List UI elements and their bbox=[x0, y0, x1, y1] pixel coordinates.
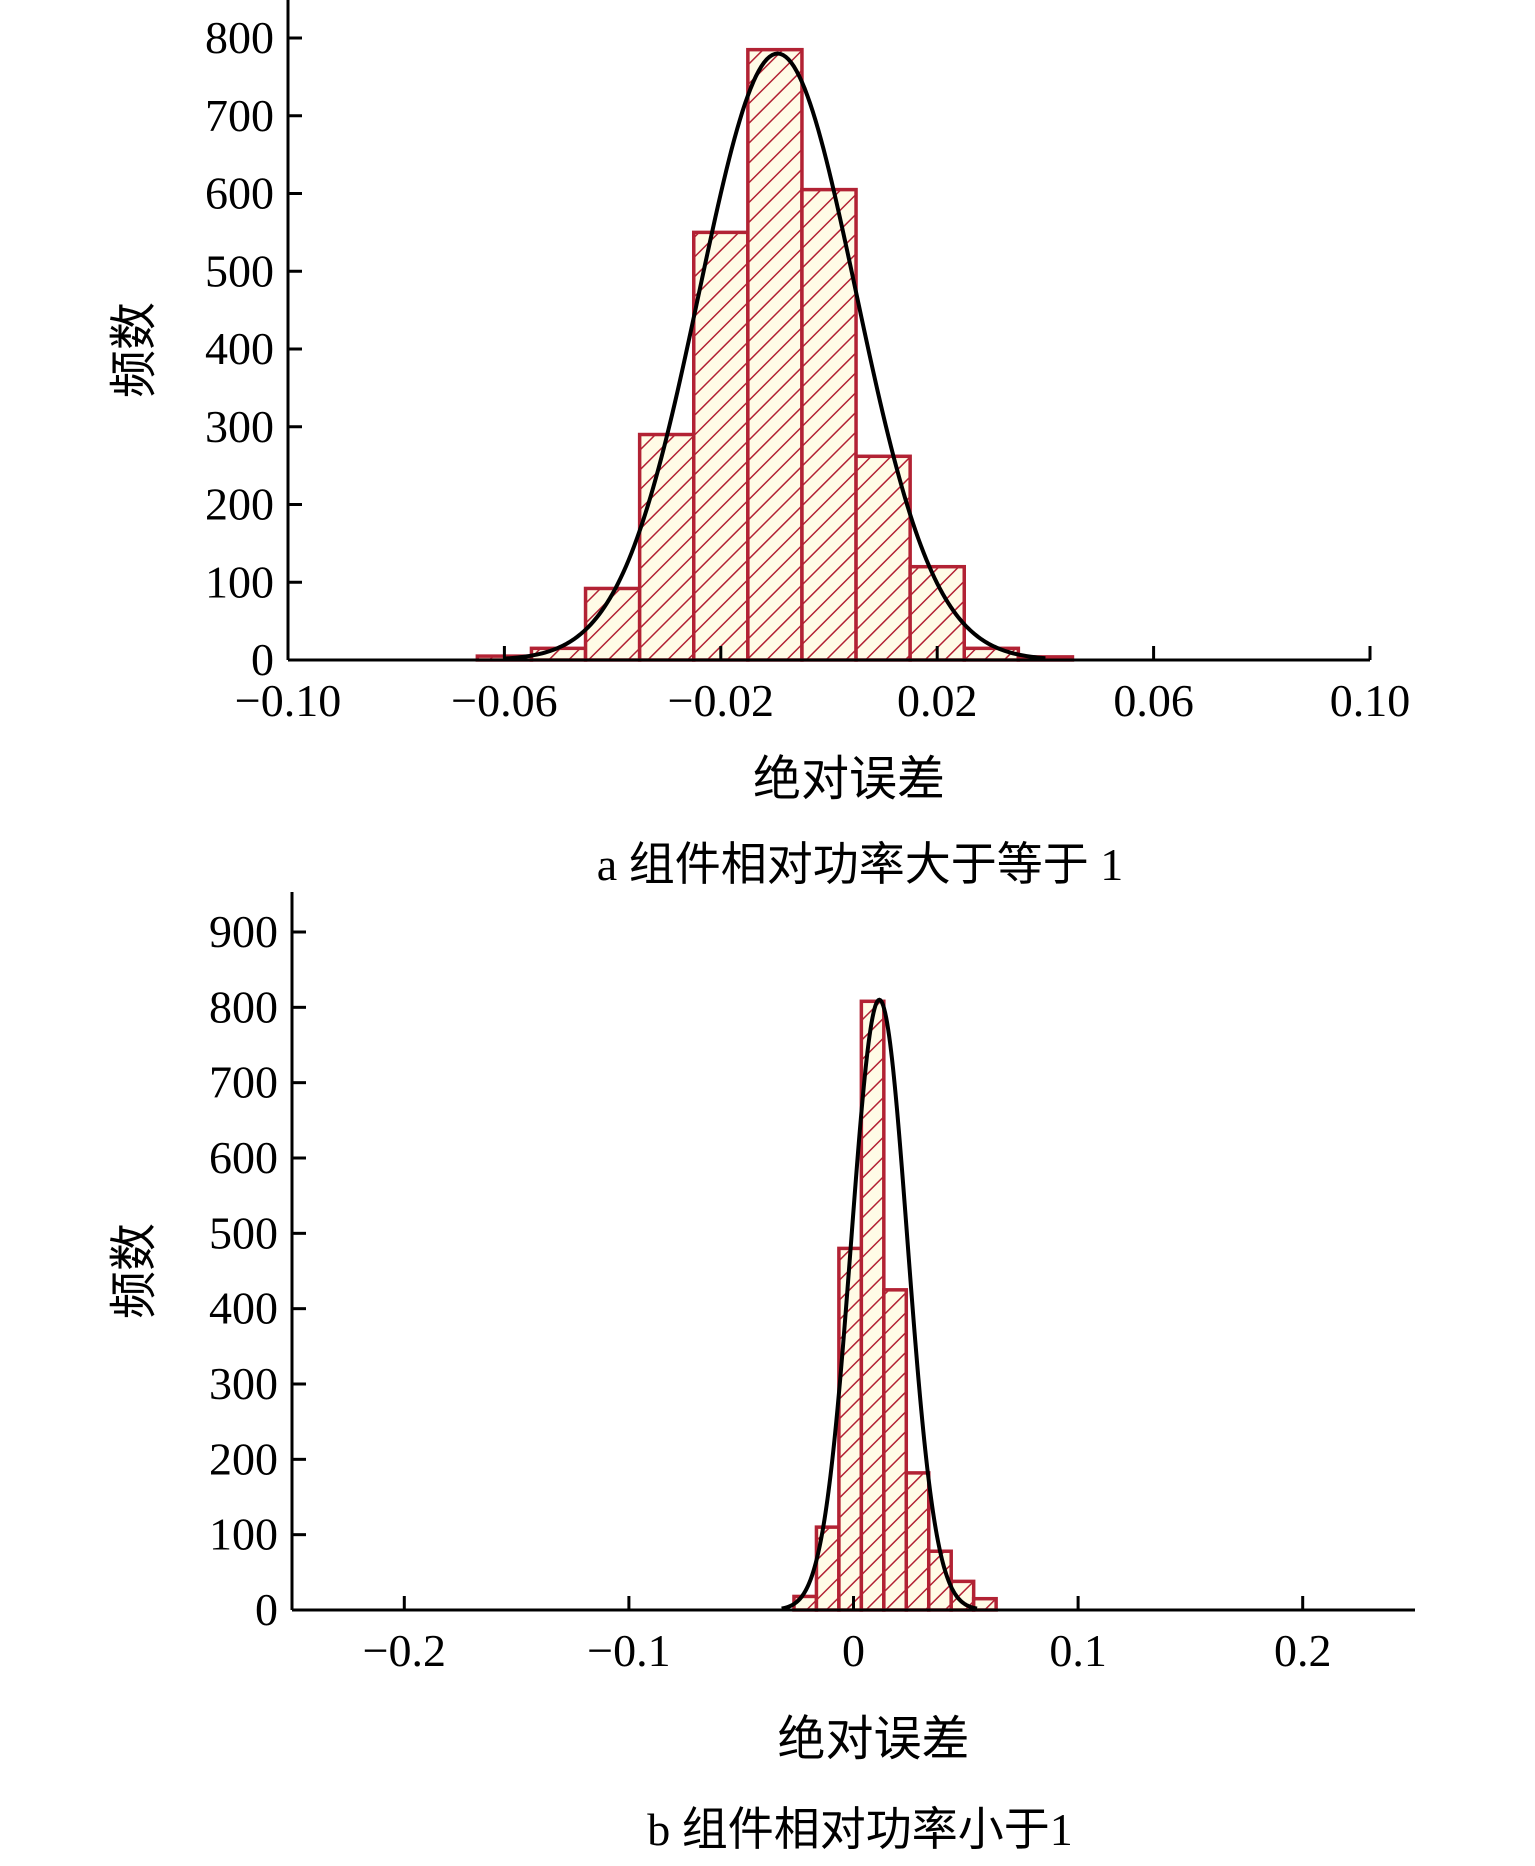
histogram-bar bbox=[800, 187, 858, 662]
normal-fit-curve bbox=[504, 51, 1046, 661]
x-tick-label: 0 bbox=[842, 1625, 865, 1676]
x-tick-label: −0.1 bbox=[587, 1625, 670, 1676]
chart-panel-a: 0 100 200 300 400 500 600 700 800 −0.10 −0.06 −0.02… bbox=[108, 0, 1410, 890]
y-tick-label: 0 bbox=[251, 634, 274, 685]
x-tick-label: 0.1 bbox=[1049, 1625, 1107, 1676]
y-tick-label: 800 bbox=[205, 12, 274, 63]
figure-caption: a 组件相对功率大于等于 1 bbox=[597, 839, 1123, 890]
y-tick-label: 600 bbox=[209, 1132, 278, 1183]
y-tick-label: 700 bbox=[209, 1057, 278, 1108]
y-tick-label: 900 bbox=[209, 906, 278, 957]
normal-fit-curve bbox=[781, 997, 978, 1611]
histogram-bar bbox=[692, 230, 750, 662]
x-tick-label: −0.06 bbox=[451, 675, 557, 726]
histogram-bar bbox=[637, 432, 696, 662]
y-tick-label: 100 bbox=[209, 1509, 278, 1560]
histogram-bar bbox=[746, 47, 804, 662]
x-tick-label: −0.02 bbox=[668, 675, 774, 726]
x-tick-label: 0.10 bbox=[1330, 675, 1411, 726]
y-tick-label: 100 bbox=[205, 556, 274, 607]
y-tick-label: 400 bbox=[209, 1283, 278, 1334]
x-tick-label: 0.02 bbox=[897, 675, 978, 726]
y-tick-label: 200 bbox=[205, 479, 274, 530]
y-tick-label: 400 bbox=[205, 323, 274, 374]
x-tick-label: 0.06 bbox=[1113, 675, 1194, 726]
histogram-bar bbox=[837, 1246, 864, 1612]
x-tick-label: −0.2 bbox=[363, 1625, 446, 1676]
y-tick-label: 0 bbox=[255, 1584, 278, 1635]
histogram-bar bbox=[904, 1471, 931, 1612]
y-axis-label: 频数 bbox=[108, 302, 161, 398]
x-tick-label: 0.2 bbox=[1274, 1625, 1332, 1676]
histogram-bar bbox=[583, 586, 642, 662]
x-tick-label: −0.10 bbox=[235, 675, 341, 726]
y-tick-label: 300 bbox=[209, 1358, 278, 1409]
y-tick-label: 500 bbox=[205, 245, 274, 296]
chart-panel-b: 0 100 200 300 400 500 600 700 800 900 −0.2 −0.1 0 0.1… bbox=[108, 892, 1415, 1855]
y-tick-label: 200 bbox=[209, 1433, 278, 1484]
x-axis-label: 绝对误差 bbox=[777, 1713, 969, 1766]
figure-caption: b 组件相对功率小于1 bbox=[647, 1804, 1073, 1855]
y-tick-label: 500 bbox=[209, 1207, 278, 1258]
histogram-bar bbox=[882, 1288, 909, 1612]
y-tick-label: 700 bbox=[205, 90, 274, 141]
x-axis-label: 绝对误差 bbox=[753, 753, 945, 806]
y-tick-label: 800 bbox=[209, 981, 278, 1032]
y-axis-label: 频数 bbox=[108, 1223, 161, 1319]
y-tick-label: 600 bbox=[205, 168, 274, 219]
y-tick-label: 300 bbox=[205, 401, 274, 452]
